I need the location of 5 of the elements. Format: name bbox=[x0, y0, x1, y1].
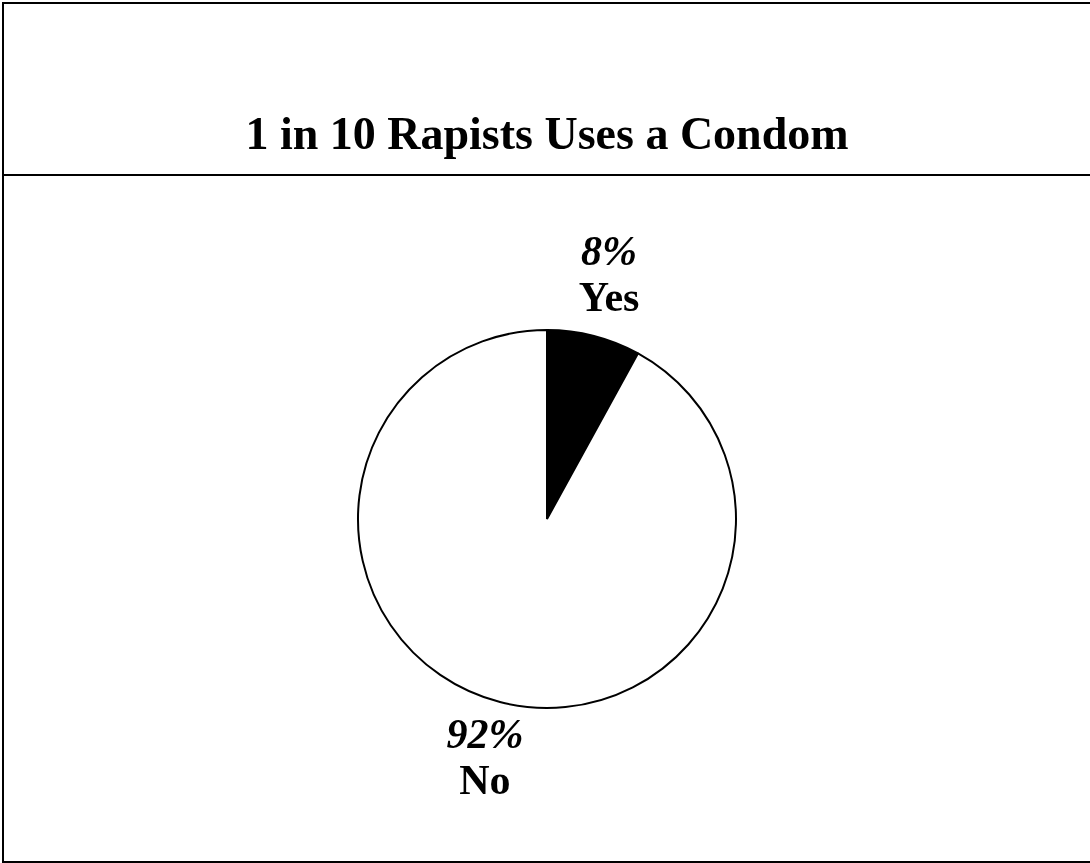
slice-label: No bbox=[459, 757, 511, 804]
data-label: 92% bbox=[446, 711, 524, 758]
chart-title: 1 in 10 Rapists Uses a Condom bbox=[4, 94, 1090, 176]
slice-label: Yes bbox=[578, 274, 640, 321]
data-label: 8% bbox=[581, 228, 638, 275]
